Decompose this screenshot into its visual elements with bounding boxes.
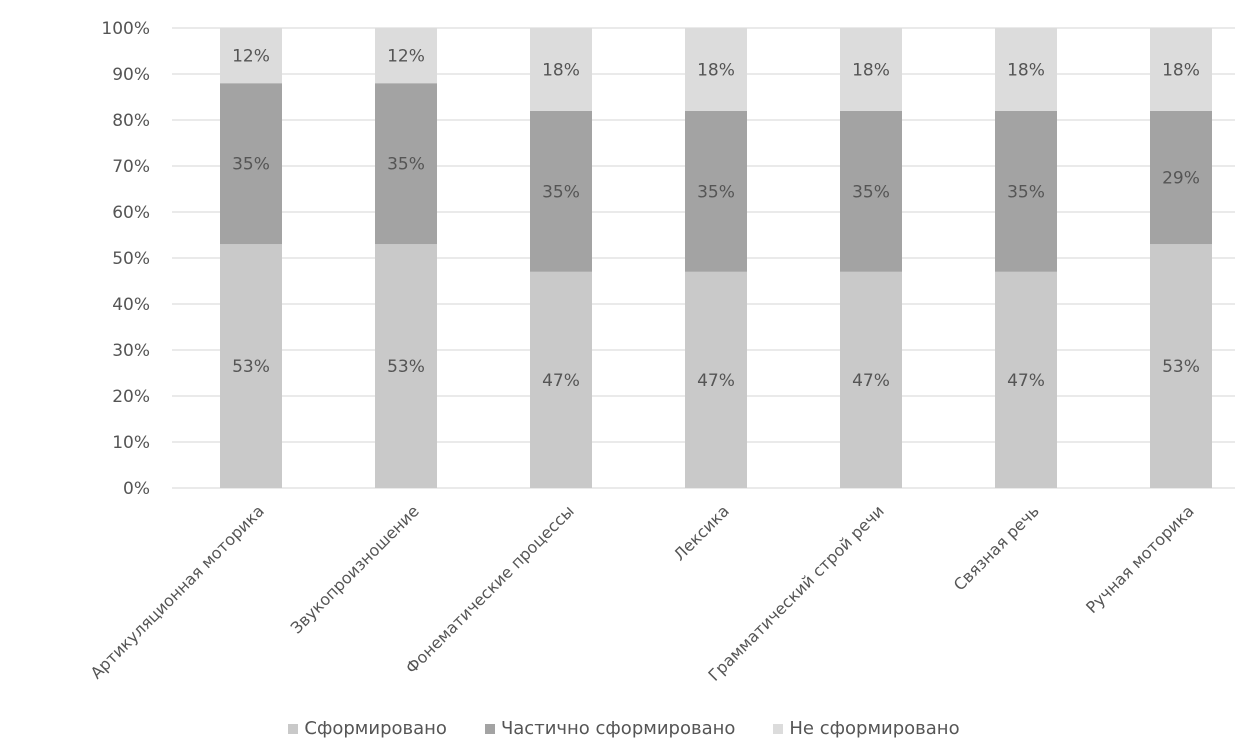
y-tick-label: 100% bbox=[101, 19, 150, 39]
data-label: 47% bbox=[697, 371, 735, 391]
category-label: Артикуляционная моторика bbox=[87, 501, 268, 682]
bar-segment bbox=[995, 271, 1057, 488]
category-label: Звукопроизношение bbox=[287, 501, 423, 637]
y-tick-label: 20% bbox=[112, 387, 150, 407]
data-label: 53% bbox=[1162, 357, 1200, 377]
bar-segment bbox=[530, 271, 592, 488]
bar-segment bbox=[220, 83, 282, 245]
data-label: 53% bbox=[387, 357, 425, 377]
data-label: 18% bbox=[1007, 60, 1045, 80]
category-label: Лексика bbox=[670, 501, 733, 564]
y-tick-label: 30% bbox=[112, 341, 150, 361]
x-axis: Артикуляционная моторика Звукопроизношени… bbox=[87, 501, 1198, 684]
data-label: 18% bbox=[1162, 60, 1200, 80]
data-label: 35% bbox=[542, 182, 580, 202]
data-label: 18% bbox=[852, 60, 890, 80]
bar-segment bbox=[995, 28, 1057, 111]
bar-segment bbox=[1150, 28, 1212, 111]
data-label: 18% bbox=[697, 60, 735, 80]
bar-segment bbox=[530, 28, 592, 111]
data-label: 29% bbox=[1162, 169, 1200, 189]
bar-segment bbox=[685, 28, 747, 111]
category-label: Связная речь bbox=[950, 501, 1043, 594]
data-label: 35% bbox=[232, 155, 270, 175]
legend-label-not-formed: Не сформировано bbox=[789, 718, 960, 739]
data-label: 35% bbox=[387, 155, 425, 175]
y-tick-label: 80% bbox=[112, 111, 150, 131]
category-label: Ручная моторика bbox=[1082, 501, 1198, 617]
bar-segment bbox=[375, 244, 437, 488]
data-label: 12% bbox=[387, 47, 425, 67]
bar-segment bbox=[220, 28, 282, 84]
y-tick-label: 0% bbox=[123, 479, 150, 499]
bar-segment bbox=[375, 83, 437, 245]
legend: Сформировано Частично сформировано Не сф… bbox=[0, 718, 1248, 739]
bars: 53% 35% 12% 53% 35% 12% 47% 35% 18% 47% 35% 18% 47% 3… bbox=[220, 28, 1212, 488]
data-label: 35% bbox=[852, 182, 890, 202]
category-label: Фонематические процессы bbox=[402, 501, 578, 677]
data-label: 47% bbox=[542, 371, 580, 391]
y-tick-label: 60% bbox=[112, 203, 150, 223]
data-label: 47% bbox=[852, 371, 890, 391]
data-label: 12% bbox=[232, 47, 270, 67]
bar-segment bbox=[375, 28, 437, 84]
y-tick-label: 10% bbox=[112, 433, 150, 453]
bar-segment bbox=[220, 244, 282, 488]
bar-segment bbox=[685, 110, 747, 272]
y-tick-label: 90% bbox=[112, 65, 150, 85]
category-label: Грамматический строй речи bbox=[704, 501, 887, 684]
y-axis: 0% 10% 20% 30% 40% 50% 60% 70% 80% 90% 100% bbox=[101, 19, 150, 499]
bar-segment bbox=[840, 110, 902, 272]
bar-segment bbox=[530, 110, 592, 272]
bar-segment bbox=[1150, 110, 1212, 245]
y-tick-label: 40% bbox=[112, 295, 150, 315]
data-label: 18% bbox=[542, 60, 580, 80]
data-label: 47% bbox=[1007, 371, 1045, 391]
legend-swatch-not-formed bbox=[773, 723, 784, 734]
y-tick-label: 50% bbox=[112, 249, 150, 269]
bar-segment bbox=[995, 110, 1057, 272]
legend-swatch-formed bbox=[288, 723, 299, 734]
data-label: 53% bbox=[232, 357, 270, 377]
legend-label-partial: Частично сформировано bbox=[500, 718, 736, 739]
bar-segment bbox=[840, 271, 902, 488]
bar-segment bbox=[685, 271, 747, 488]
data-label: 35% bbox=[1007, 182, 1045, 202]
legend-item-formed: Сформировано bbox=[288, 718, 447, 739]
legend-label-formed: Сформировано bbox=[304, 718, 447, 739]
data-label: 35% bbox=[697, 182, 735, 202]
legend-swatch-partial bbox=[484, 723, 495, 734]
bar-segment bbox=[1150, 244, 1212, 488]
legend-item-partial: Частично сформировано bbox=[484, 718, 736, 739]
legend-item-not-formed: Не сформировано bbox=[773, 718, 960, 739]
bar-segment bbox=[840, 28, 902, 111]
y-tick-label: 70% bbox=[112, 157, 150, 177]
